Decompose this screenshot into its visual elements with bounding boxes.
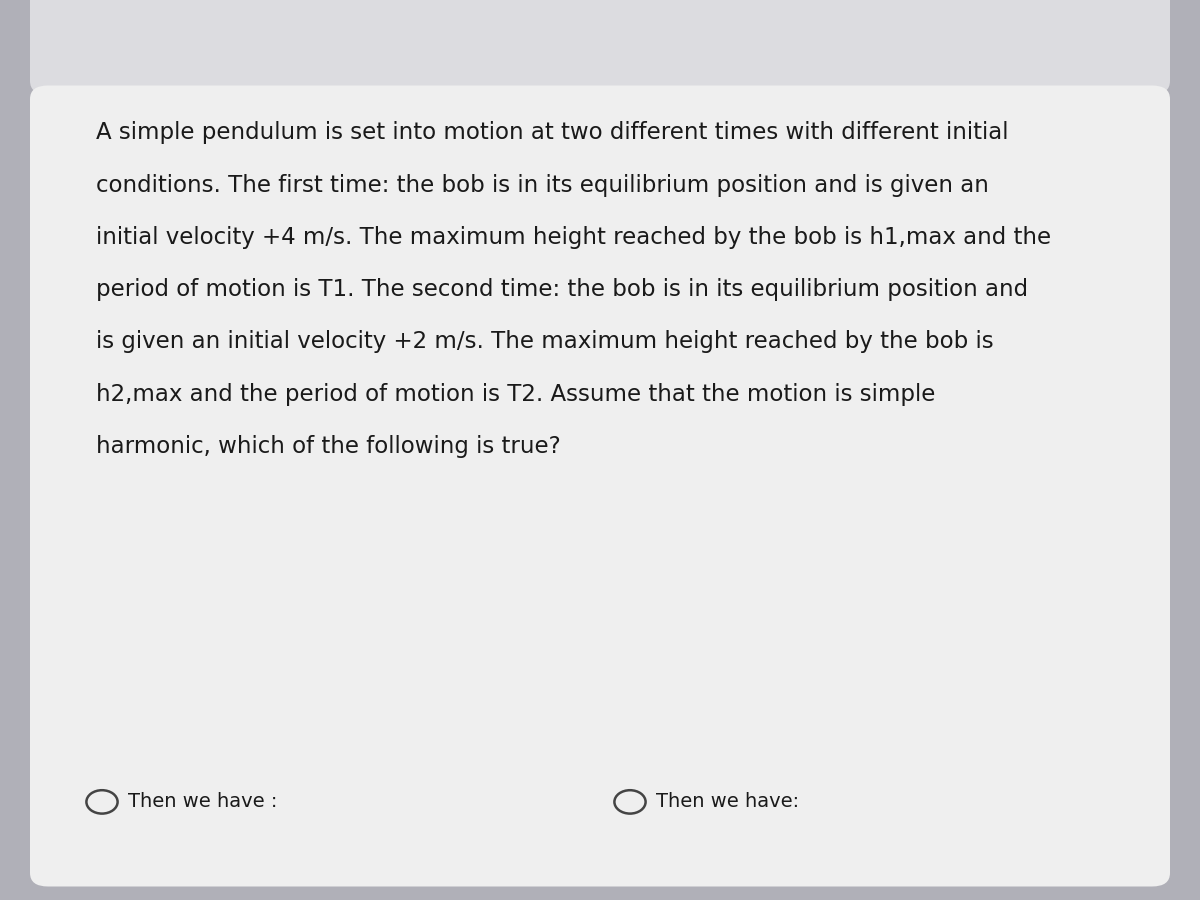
Text: initial velocity +4 m/s. The maximum height reached by the bob is h1,max and the: initial velocity +4 m/s. The maximum hei…: [96, 226, 1051, 249]
Text: h2,max and the period of motion is T2. Assume that the motion is simple: h2,max and the period of motion is T2. A…: [96, 382, 935, 406]
Text: Then we have:: Then we have:: [656, 792, 799, 812]
Text: Then we have :: Then we have :: [128, 792, 277, 812]
Text: is given an initial velocity +2 m/s. The maximum height reached by the bob is: is given an initial velocity +2 m/s. The…: [96, 330, 994, 354]
Text: $h_{2,\mathrm{max}} = 9h_{1,\mathrm{max}}$ and $T_2 = 3T_1$: $h_{2,\mathrm{max}} = 9h_{1,\mathrm{max}…: [148, 575, 488, 604]
Text: A simple pendulum is set into motion at two different times with different initi: A simple pendulum is set into motion at …: [96, 122, 1008, 145]
Text: conditions. The first time: the bob is in its equilibrium position and is given : conditions. The first time: the bob is i…: [96, 174, 989, 197]
Text: harmonic, which of the following is true?: harmonic, which of the following is true…: [96, 435, 560, 458]
Text: $h_{2,\mathrm{max}} = 9h_{1,\mathrm{max}}$ and $T_2 = T_1$: $h_{2,\mathrm{max}} = 9h_{1,\mathrm{max}…: [704, 575, 1030, 604]
Text: period of motion is T1. The second time: the bob is in its equilibrium position : period of motion is T1. The second time:…: [96, 278, 1028, 302]
